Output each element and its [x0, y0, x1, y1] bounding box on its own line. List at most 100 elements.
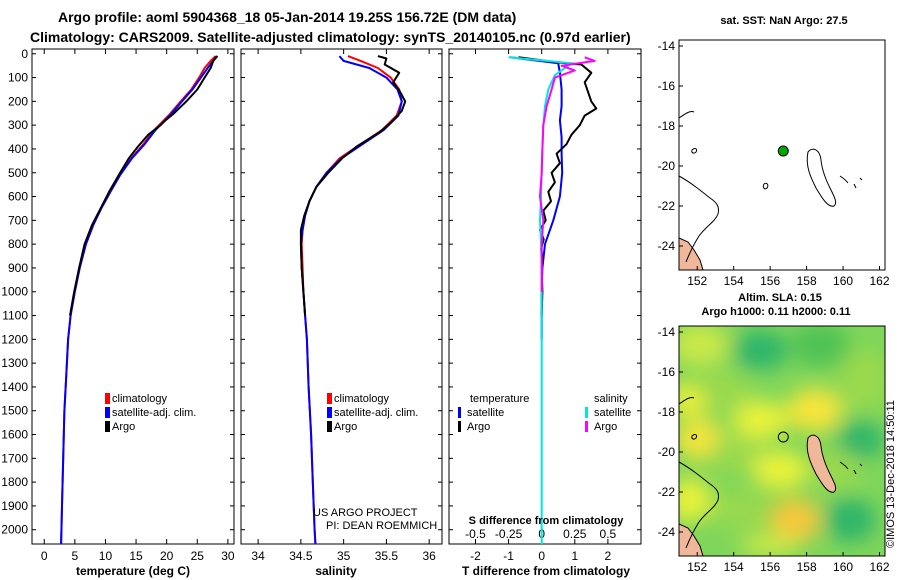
temperature-plot-area — [31, 48, 235, 545]
difference-x-axis: -2 -1 0 1 2-0.5 -0.25 0 0.25 0.5 — [449, 49, 641, 563]
map-y-tick-label: -22 — [658, 485, 676, 499]
map-x-tick-label: 160 — [833, 560, 853, 574]
chesterfield-contour — [762, 182, 769, 190]
x-tick-label: 1 — [571, 549, 578, 563]
x-tick-label: 20 — [160, 549, 174, 563]
x-tick-label: 10 — [99, 549, 113, 563]
x-tick-label: 2 — [605, 549, 612, 563]
temperature-x-label: temperature (deg C) — [76, 564, 190, 578]
sla-map-panel: Altim. SLA: 0.15 Argo h1000: 0.11 h2000:… — [658, 292, 890, 574]
map-y-tick-label: -20 — [658, 445, 676, 459]
map-y-tick-label: -24 — [658, 525, 676, 539]
new-caledonia-outline — [806, 434, 837, 493]
imos-credit: ©IMOS 13-Dec-2018 14:50:11 — [885, 400, 897, 548]
depth-tick-label: 600 — [8, 190, 28, 204]
depth-tick-label: 1100 — [2, 309, 28, 323]
legend-swatch-satellite — [105, 407, 110, 418]
x-tick-label: 5 — [72, 549, 79, 563]
depth-tick-label: 100 — [8, 71, 28, 85]
reef-contour-small — [691, 148, 698, 154]
legend-swatch-sal-satellite — [585, 407, 588, 418]
salinity-plot-area — [240, 48, 443, 545]
legend-swatch-temp-argo — [458, 421, 461, 432]
map-x-tick-label: 156 — [760, 274, 780, 288]
depth-tick-label: 2000 — [1, 523, 28, 537]
x-tick-label: 0 — [538, 549, 545, 563]
depth-tick-label: 400 — [8, 142, 28, 156]
difference-plot-area — [448, 48, 642, 545]
sst-map-title: sat. SST: NaN Argo: 27.5 — [720, 15, 847, 27]
coral-sea-contour — [679, 175, 719, 263]
x-tick-label: -1 — [503, 549, 514, 563]
depth-tick-label: 200 — [8, 94, 28, 108]
legend-swatch-sal-argo — [585, 421, 588, 432]
x-tick-label: 34.5 — [289, 549, 313, 563]
sst-map-panel: sat. SST: NaN Argo: 27.5 -14 -16 -18 -20 -22… — [658, 15, 890, 288]
legend-label-sal-argo: Argo — [594, 421, 617, 433]
australia-landmass — [679, 237, 704, 270]
legend-title-temperature: temperature — [470, 393, 529, 405]
salinity-x-label: salinity — [315, 564, 357, 578]
difference-legend: temperature satellite Argo salinity sate… — [458, 393, 631, 433]
depth-tick-label: 900 — [8, 261, 28, 275]
sla-map-y-axis: -14 -16 -18 -20 -22 -24 — [658, 325, 683, 539]
difference-series — [508, 56, 598, 544]
australia-landmass — [679, 523, 704, 556]
new-caledonia-outline — [806, 148, 837, 207]
loyalty-islands — [839, 461, 863, 475]
x-top-tick-label: 0.5 — [600, 527, 617, 541]
map-y-tick-label: -20 — [658, 159, 676, 173]
legend-swatch-climatology — [327, 393, 332, 404]
map-x-tick-label: 154 — [724, 274, 744, 288]
coral-sea-contour — [679, 461, 719, 549]
salinity-panel: 34 34.5 35 35.5 36 climatology satellite-adj… — [240, 48, 443, 578]
depth-tick-label: 300 — [8, 118, 28, 132]
map-y-tick-label: -16 — [658, 79, 676, 93]
difference-top-x-label: S difference from climatology — [469, 515, 625, 527]
project-annotation: US ARGO PROJECT — [313, 507, 418, 519]
x-top-tick-label: 0.25 — [563, 527, 587, 541]
salinity-x-axis: 34 34.5 35 35.5 36 — [241, 49, 442, 563]
temperature-panel: 0100200300400500600700800900100011001200… — [1, 47, 235, 578]
map-x-tick-label: 162 — [870, 274, 890, 288]
legend-swatch-argo — [327, 421, 332, 432]
argo-float-position-marker — [777, 145, 789, 157]
map-y-tick-label: -18 — [658, 119, 676, 133]
x-tick-label: 0 — [41, 549, 48, 563]
map-x-tick-label: 158 — [797, 560, 817, 574]
x-top-tick-label: -0.5 — [465, 527, 486, 541]
temperature-legend: climatology satellite-adj. clim. Argo — [105, 393, 196, 433]
map-y-tick-label: -16 — [658, 365, 676, 379]
depth-axis: 0 100 200 300 400 500 600 700 800 900 1000 1100 1200… — [1, 47, 28, 537]
depth-tick-label: 1700 — [1, 451, 28, 465]
reef-contour-small — [691, 434, 698, 440]
map-y-tick-label: -18 — [658, 405, 676, 419]
map-y-tick-label: -22 — [658, 199, 676, 213]
x-tick-label: 30 — [221, 549, 235, 563]
difference-panel: -2 -1 0 1 2-0.5 -0.25 0 0.25 0.5 temperature sat… — [448, 48, 642, 578]
sla-map-subtitle: Argo h1000: 0.11 h2000: 0.11 — [701, 306, 850, 318]
legend-label-satellite: satellite-adj. clim. — [112, 407, 196, 419]
x-tick-label: 36 — [422, 549, 436, 563]
depth-tick-label: 500 — [8, 166, 28, 180]
legend-label-satellite: satellite-adj. clim. — [334, 407, 418, 419]
legend-swatch-climatology — [105, 393, 110, 404]
legend-label-climatology: climatology — [334, 393, 390, 405]
legend-label-temp-satellite: satellite — [467, 407, 504, 419]
x-tick-label: 34 — [251, 549, 265, 563]
series-line-argo — [69, 55, 218, 316]
loyalty-islands — [839, 175, 863, 189]
x-tick-label: 15 — [129, 549, 143, 563]
depth-tick-label: 1200 — [1, 332, 28, 346]
pi-annotation: PI: DEAN ROEMMICH — [326, 520, 437, 532]
legend-swatch-argo — [105, 421, 110, 432]
sla-map-frame — [678, 325, 886, 557]
legend-title-salinity: salinity — [594, 393, 628, 405]
map-x-tick-label: 156 — [760, 560, 780, 574]
map-x-tick-label: 154 — [724, 560, 744, 574]
salinity-legend: climatology satellite-adj. clim. Argo — [327, 393, 418, 433]
depth-tick-label: 1500 — [1, 404, 28, 418]
sla-map-title: Altim. SLA: 0.15 — [738, 292, 822, 304]
depth-tick-label: 1900 — [1, 499, 28, 513]
